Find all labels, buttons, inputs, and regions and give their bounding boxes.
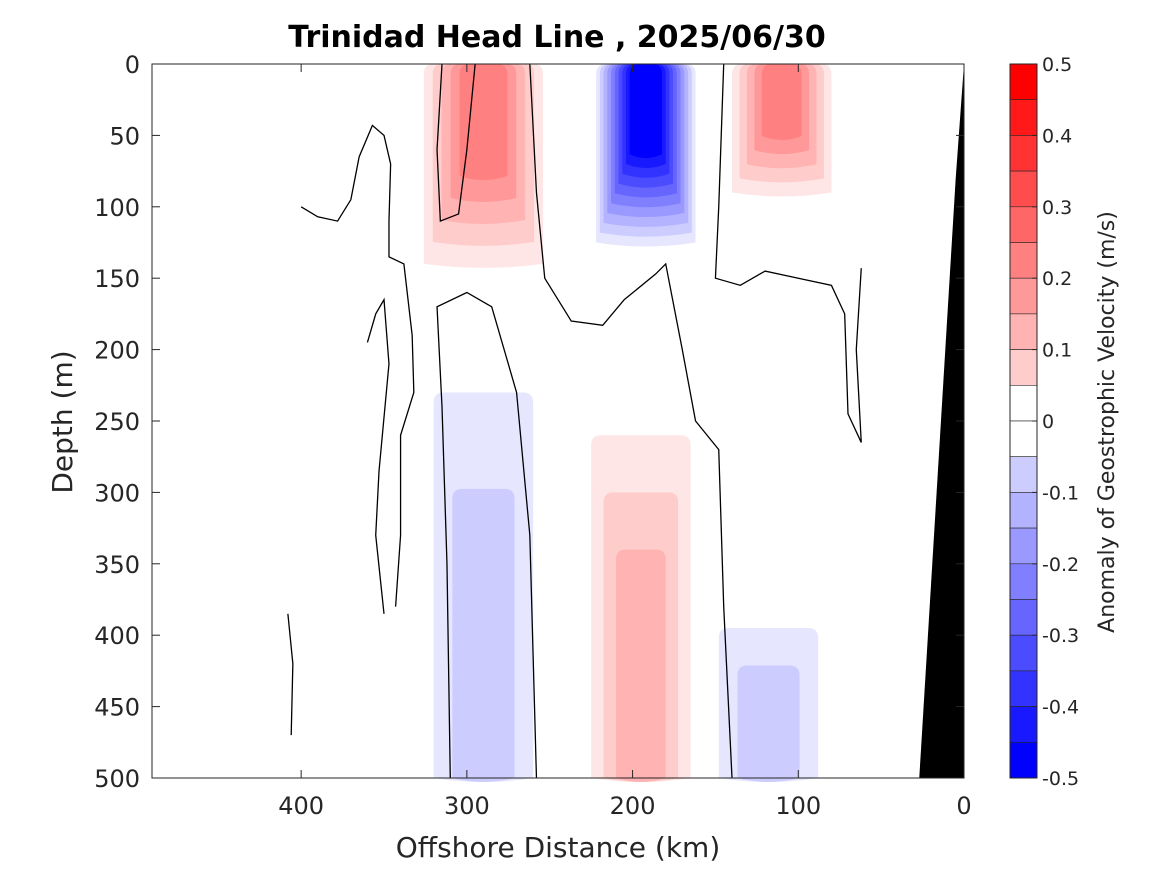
colorbar-label: Anomaly of Geostrophic Velocity (m/s) xyxy=(1095,211,1120,633)
colorbar-swatch xyxy=(1009,63,1038,101)
anomaly-band xyxy=(629,64,662,159)
zero-contour-line xyxy=(300,124,415,607)
colorbar-swatch xyxy=(1009,206,1038,243)
colorbar-tick-label: 0.1 xyxy=(1042,340,1072,362)
colorbar-swatch xyxy=(1009,563,1038,600)
colorbar-swatch xyxy=(1009,170,1038,208)
colorbar-tick-label: -0.1 xyxy=(1042,482,1079,504)
zero-contour-line xyxy=(529,63,733,779)
colorbar-swatch xyxy=(1009,242,1038,279)
colorbar-swatch xyxy=(1009,349,1038,386)
colorbar-swatch xyxy=(1009,456,1038,493)
colorbar-tick-label: 0.4 xyxy=(1042,125,1072,147)
y-tick-label: 500 xyxy=(94,765,140,793)
chart-title: Trinidad Head Line , 2025/06/30 xyxy=(288,20,825,55)
colorbar-swatch xyxy=(1009,492,1038,529)
bathymetry-mask xyxy=(919,64,964,778)
colorbar-swatch xyxy=(1009,706,1038,743)
zero-contour-line xyxy=(436,291,538,779)
y-tick-label: 50 xyxy=(109,122,140,150)
x-tick-label: 300 xyxy=(444,792,490,820)
y-tick-label: 200 xyxy=(94,337,140,365)
x-tick-label: 100 xyxy=(775,792,821,820)
y-tick-label: 300 xyxy=(94,479,140,507)
colorbar-swatch xyxy=(1009,135,1038,172)
zero-contour-line xyxy=(436,63,476,223)
colorbar-swatch xyxy=(1009,634,1038,672)
colorbar-tick-label: 0.2 xyxy=(1042,268,1072,290)
plot-area: 400 300 200 100 0 0 50 100 150 200 250 300 350 400 450… xyxy=(94,51,971,820)
colorbar-tick-label: 0.3 xyxy=(1042,197,1072,219)
colorbar-swatch xyxy=(1009,277,1038,315)
x-axis-label: Offshore Distance (km) xyxy=(396,831,721,864)
x-tick-label: 400 xyxy=(278,792,324,820)
anomaly-band xyxy=(761,64,802,140)
y-axis-label: Depth (m) xyxy=(46,350,79,493)
colorbar-tick-label: 0.5 xyxy=(1042,54,1072,76)
x-tick-label: 200 xyxy=(610,792,656,820)
y-tick-label: 400 xyxy=(94,622,140,650)
zero-contour-line xyxy=(287,613,294,736)
colorbar-swatch xyxy=(1009,313,1038,350)
plot-background xyxy=(152,64,964,778)
y-tick-label: 150 xyxy=(94,265,140,293)
y-tick-label: 450 xyxy=(94,694,140,722)
colorbar-tick-label: -0.5 xyxy=(1042,768,1079,790)
colorbar-swatch xyxy=(1009,670,1038,707)
colorbar-tick-label: 0 xyxy=(1042,411,1054,433)
colorbar-swatch xyxy=(1009,420,1038,458)
colorbar-swatch xyxy=(1009,527,1038,565)
zero-contour-line xyxy=(714,63,862,443)
colorbar-tick-label: -0.2 xyxy=(1042,554,1079,576)
colorbar-tick-label: -0.4 xyxy=(1042,697,1079,719)
colorbar: 0.5 0.4 0.3 0.2 0.1 0 -0.1 -0.2 -0.3 -0.4 -0.5 xyxy=(1009,54,1079,790)
x-tick-label: 0 xyxy=(956,792,971,820)
y-tick-label: 0 xyxy=(125,51,140,79)
y-tick-label: 250 xyxy=(94,408,140,436)
colorbar-swatch xyxy=(1009,599,1038,636)
zero-contour-line xyxy=(366,297,390,614)
anomaly-band xyxy=(616,549,666,782)
colorbar-swatch xyxy=(1009,741,1038,779)
y-tick-label: 100 xyxy=(94,194,140,222)
colorbar-swatch xyxy=(1009,384,1038,422)
anomaly-band xyxy=(452,488,515,782)
colorbar-tick-label: -0.3 xyxy=(1042,625,1079,647)
y-tick-label: 350 xyxy=(94,551,140,579)
colorbar-swatch xyxy=(1009,99,1038,136)
anomaly-band xyxy=(737,665,800,782)
anomaly-band xyxy=(459,64,508,180)
